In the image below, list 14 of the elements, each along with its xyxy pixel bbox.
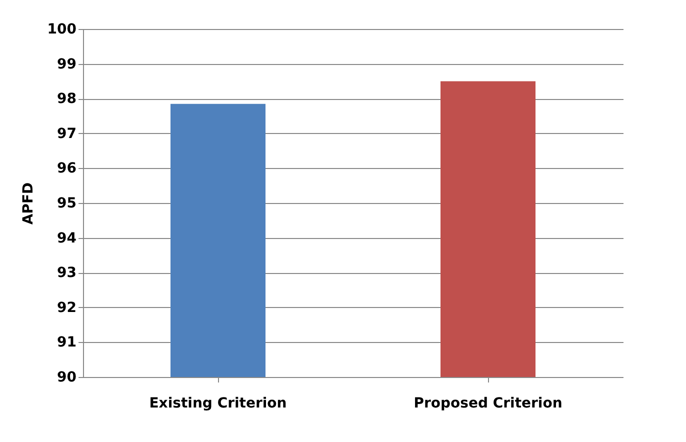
y-tick-label: 97 bbox=[57, 126, 76, 142]
y-tick-label: 94 bbox=[57, 230, 77, 246]
y-tick-label: 100 bbox=[47, 22, 77, 38]
x-tick-label: Existing Criterion bbox=[149, 396, 287, 412]
y-tick-label: 92 bbox=[57, 300, 76, 316]
x-tick-label: Proposed Criterion bbox=[414, 396, 562, 412]
y-tick-label: 90 bbox=[57, 370, 77, 386]
y-tick-label: 95 bbox=[57, 196, 76, 212]
y-tick-label: 98 bbox=[57, 91, 76, 108]
y-tick-label: 99 bbox=[57, 56, 76, 72]
y-tick-label: 93 bbox=[57, 265, 76, 282]
y-tick-label: 91 bbox=[57, 334, 76, 351]
y-tick-label: 96 bbox=[57, 160, 76, 177]
y-axis-title: APFD bbox=[20, 182, 36, 225]
